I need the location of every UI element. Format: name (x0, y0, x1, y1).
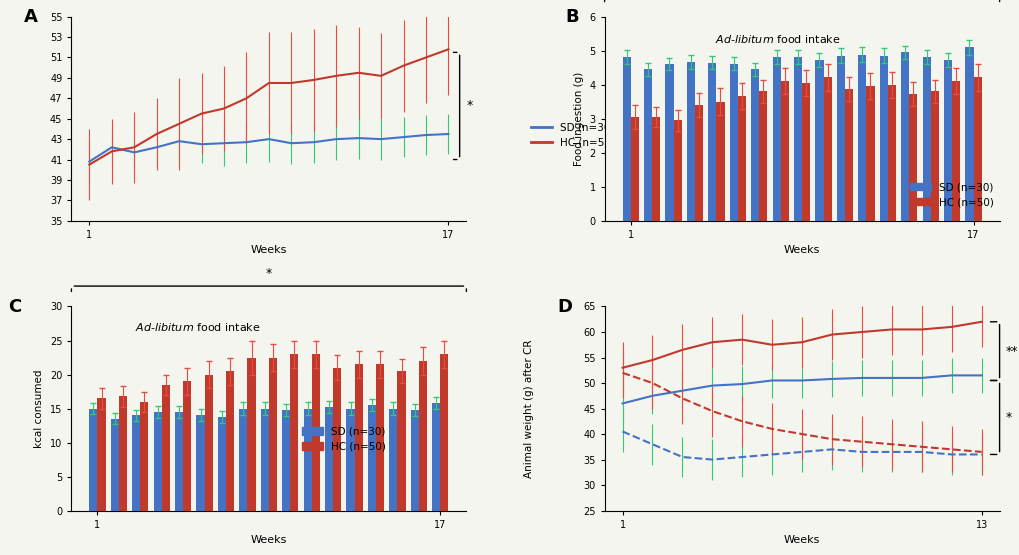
Bar (964, 47, 972, 221)
Bar (269, 357, 277, 511)
Bar (419, 361, 427, 511)
Bar (397, 371, 406, 511)
Bar (793, 57, 801, 221)
Bar (630, 117, 638, 221)
Bar (686, 62, 694, 221)
Bar (822, 77, 830, 221)
Bar (694, 105, 702, 221)
Bar (205, 375, 213, 511)
Bar (943, 60, 951, 221)
Bar (951, 81, 959, 221)
Legend: SD (n=30), HC (n=50): SD (n=30), HC (n=50) (298, 422, 389, 456)
Bar (162, 385, 170, 511)
Bar (664, 64, 673, 221)
Bar (304, 408, 312, 511)
Bar (857, 55, 865, 221)
Bar (673, 120, 681, 221)
Bar (780, 81, 788, 221)
Bar (411, 410, 419, 511)
Bar (355, 364, 363, 511)
Bar (758, 92, 766, 221)
Y-axis label: Food ingestion (g): Food ingestion (g) (574, 72, 583, 166)
Bar (972, 77, 980, 221)
Bar (248, 357, 256, 511)
Bar (290, 354, 299, 511)
Bar (218, 417, 226, 511)
Text: **: ** (1005, 345, 1017, 357)
Bar (432, 403, 440, 511)
Bar (729, 64, 737, 221)
Bar (844, 89, 852, 221)
Bar (814, 60, 822, 221)
Bar (98, 398, 106, 511)
X-axis label: Weeks: Weeks (251, 535, 286, 545)
Bar (333, 368, 341, 511)
Bar (111, 419, 119, 511)
Legend: SD (n=30), HC (n=50): SD (n=30), HC (n=50) (526, 118, 619, 152)
Bar (707, 63, 715, 221)
X-axis label: Weeks: Weeks (784, 535, 819, 545)
Bar (119, 396, 127, 511)
Bar (226, 371, 234, 511)
Bar (389, 408, 397, 511)
Text: $\it{Ad}$-$\it{libitum}$ food intake: $\it{Ad}$-$\it{libitum}$ food intake (135, 321, 260, 333)
X-axis label: Weeks: Weeks (251, 245, 286, 255)
Bar (750, 69, 758, 221)
Bar (346, 408, 355, 511)
Bar (737, 95, 745, 221)
Bar (801, 83, 809, 221)
Bar (440, 354, 448, 511)
Bar (312, 354, 320, 511)
Bar (175, 412, 183, 511)
Bar (376, 364, 384, 511)
Bar (908, 94, 916, 221)
Bar (197, 415, 205, 511)
Bar (282, 410, 290, 511)
Text: B: B (565, 8, 578, 27)
Bar (368, 405, 376, 511)
Text: A: A (24, 8, 38, 27)
Text: *: * (466, 99, 472, 113)
X-axis label: Weeks: Weeks (784, 245, 819, 255)
Bar (887, 85, 895, 221)
Bar (183, 381, 192, 511)
Bar (836, 56, 844, 221)
Bar (132, 415, 141, 511)
Bar (90, 408, 98, 511)
Y-axis label: Animal weight (g) after CR: Animal weight (g) after CR (523, 339, 533, 478)
Text: C: C (8, 299, 21, 316)
Bar (261, 408, 269, 511)
Bar (771, 57, 780, 221)
Text: *: * (266, 267, 272, 280)
Bar (865, 87, 873, 221)
Bar (141, 402, 149, 511)
Bar (643, 69, 651, 221)
Bar (239, 408, 248, 511)
Bar (878, 56, 887, 221)
Bar (154, 412, 162, 511)
Text: $\it{Ad}$-$\it{libitum}$ food intake: $\it{Ad}$-$\it{libitum}$ food intake (714, 33, 840, 45)
Bar (715, 102, 723, 221)
Bar (900, 52, 908, 221)
Bar (325, 407, 333, 511)
Legend: SD (n=30), HC (n=50): SD (n=30), HC (n=50) (905, 178, 998, 211)
Bar (921, 57, 929, 221)
Bar (651, 117, 659, 221)
Text: *: * (1005, 411, 1011, 424)
Bar (929, 92, 937, 221)
Bar (622, 57, 630, 221)
Text: D: D (556, 299, 572, 316)
Y-axis label: kcal consumed: kcal consumed (35, 369, 44, 448)
